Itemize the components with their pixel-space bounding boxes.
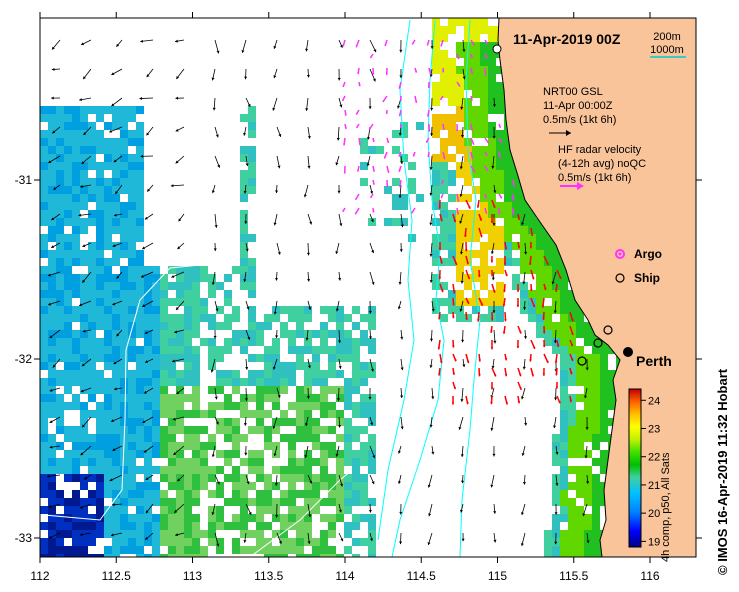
argo-legend-marker — [615, 249, 625, 259]
scale-bar: 200m 1000m — [650, 31, 686, 58]
x-tick-label: 113.5 — [254, 569, 283, 583]
colorbar-tick-label: 24 — [648, 395, 660, 407]
y-axis: -31 -32 -33 — [15, 173, 702, 545]
radar-scale: 0.5m/s (1kt 6h) — [558, 172, 632, 184]
argo-arrows — [341, 39, 516, 215]
x-tick-label: 112 — [30, 569, 49, 583]
y-tick-label: -33 — [15, 531, 33, 545]
colorbar — [628, 388, 642, 548]
colorbar-ticks: 19 20 21 22 23 24 — [641, 395, 660, 548]
radar-title: HF radar velocity — [558, 144, 642, 156]
radar-velocity-arrows — [437, 199, 574, 405]
city-label: Perth — [636, 353, 672, 369]
credit-label: © IMOS 16-Apr-2019 11:32 Hobart — [715, 368, 730, 575]
isobath-contours — [43, 19, 481, 557]
colorbar-tick-label: 21 — [648, 480, 660, 492]
land-mass — [497, 18, 696, 557]
x-tick-label: 115.5 — [559, 569, 588, 583]
x-tick-label: 113 — [183, 569, 202, 583]
y-tick-label: -32 — [15, 352, 33, 366]
model-source: NRT00 GSL — [543, 86, 603, 98]
map-title: 11-Apr-2019 00Z — [513, 31, 621, 47]
colorbar-tick-label: 20 — [648, 508, 660, 520]
x-tick-label: 114 — [335, 569, 354, 583]
ship-markers — [577, 325, 613, 366]
scale-long-label: 1000m — [650, 44, 684, 56]
colorbar-tick-label: 19 — [648, 536, 660, 548]
radar-avg: (4-12h avg) noQC — [558, 158, 647, 170]
x-tick-label: 112.5 — [102, 569, 131, 583]
scale-short-label: 200m — [653, 31, 681, 43]
ship-legend-marker — [615, 273, 625, 283]
perth-marker — [623, 347, 633, 357]
model-velocity-arrows — [46, 39, 590, 547]
argo-legend-label: Argo — [634, 247, 662, 261]
colorbar-tick-label: 22 — [648, 452, 660, 464]
colorbar-label: 4h comp, p50, All Sats — [660, 452, 672, 562]
y-tick-label: -31 — [15, 173, 33, 187]
model-time: 11-Apr 00:00Z — [543, 100, 613, 112]
x-tick-label: 116 — [640, 569, 659, 583]
colorbar-tick-label: 23 — [648, 424, 660, 436]
x-axis: 112 112.5 113 113.5 114 114.5 115 115.5 116 — [30, 12, 660, 583]
x-tick-label: 114.5 — [407, 569, 436, 583]
ship-legend-label: Ship — [634, 271, 660, 285]
model-scale: 0.5m/s (1kt 6h) — [543, 114, 617, 126]
x-tick-label: 115 — [488, 569, 507, 583]
